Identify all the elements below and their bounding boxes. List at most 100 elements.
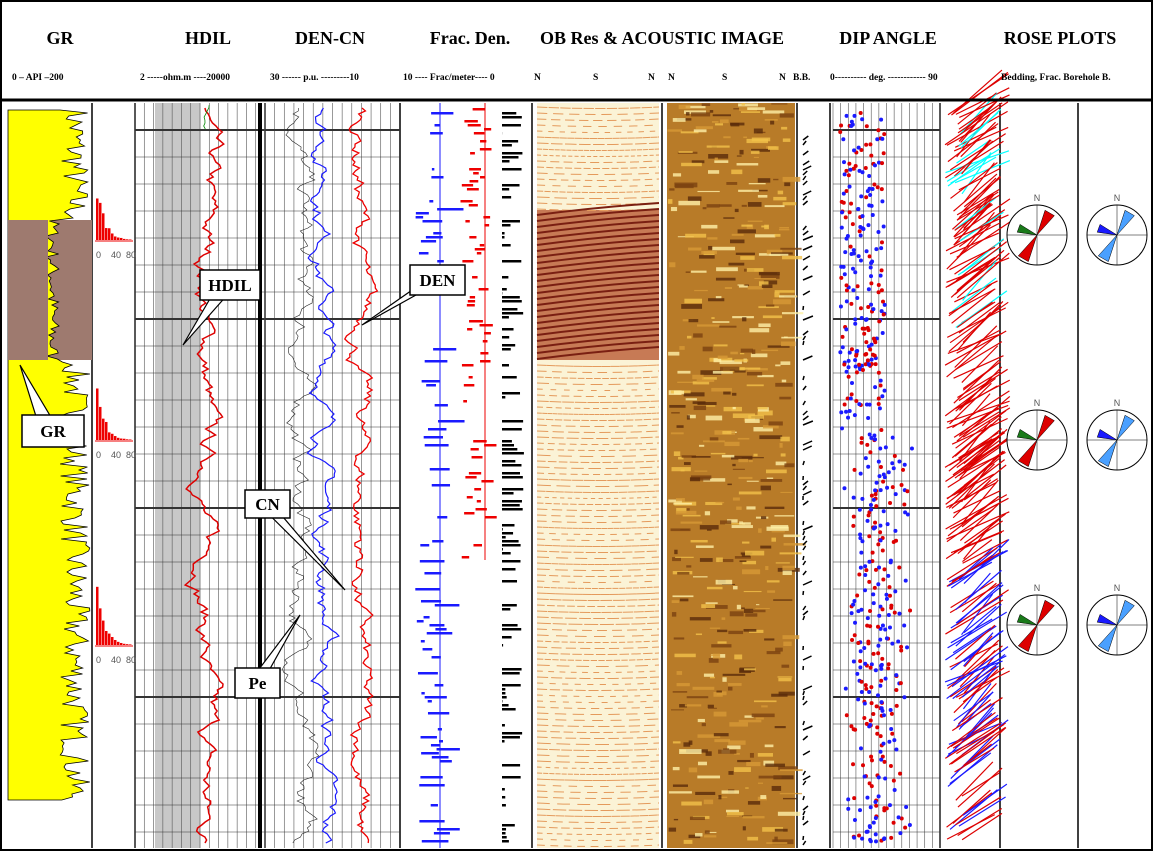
frac-spike: [465, 220, 469, 223]
dip-dot: [887, 662, 891, 666]
dip-dot: [908, 823, 912, 827]
frac-spike: [502, 336, 509, 339]
dip-dot: [880, 394, 884, 398]
acoustic-texture: [783, 202, 797, 205]
bb-tick: [803, 816, 804, 820]
frac-spike: [477, 500, 481, 503]
frac-spike: [480, 148, 492, 151]
frac-spike: [502, 608, 510, 611]
frac-spike: [421, 240, 436, 243]
dip-dot: [879, 274, 883, 278]
acoustic-texture: [737, 760, 750, 762]
dip-dot: [899, 645, 903, 649]
acoustic-texture: [780, 492, 792, 493]
dip-dot: [855, 672, 859, 676]
frac-spike: [418, 672, 438, 675]
acoustic-texture: [732, 393, 736, 396]
dip-dot: [905, 645, 909, 649]
dip-dot: [842, 160, 846, 164]
acoustic-texture: [714, 160, 728, 163]
dip-dot: [899, 648, 903, 652]
dip-dot: [871, 551, 875, 555]
acoustic-texture: [702, 103, 711, 106]
acoustic-texture: [674, 183, 697, 188]
rose-north: N: [1034, 193, 1041, 203]
frac-spike: [467, 496, 473, 499]
acoustic-texture: [681, 802, 702, 806]
frac-spike: [425, 696, 447, 699]
dip-dot: [880, 309, 884, 313]
histogram-bar: [117, 642, 120, 645]
bb-tick: [803, 341, 804, 345]
acoustic-texture: [687, 696, 709, 698]
frac-spike: [469, 472, 481, 475]
frac-spike: [473, 108, 485, 111]
acoustic-texture: [763, 315, 782, 318]
acoustic-texture: [744, 668, 756, 670]
dip-dot: [859, 551, 863, 555]
frac-spike: [415, 588, 440, 591]
frac-spike: [474, 132, 484, 135]
dip-dot: [875, 704, 879, 708]
dip-dot: [892, 466, 896, 470]
dip-dot: [858, 659, 862, 663]
acoustic-texture: [668, 199, 672, 204]
dip-dot: [866, 519, 870, 523]
dip-dot: [868, 254, 872, 258]
dip-dot: [845, 114, 849, 118]
dip-dot: [860, 690, 864, 694]
acoustic-texture: [772, 531, 785, 532]
frac-spike: [435, 604, 460, 607]
dip-dot: [850, 392, 854, 396]
dip-dot: [848, 351, 852, 355]
acoustic-texture: [748, 286, 763, 289]
acoustic-texture: [674, 550, 677, 554]
acoustic-texture: [683, 742, 690, 746]
dip-dot: [866, 616, 870, 620]
dip-dot: [896, 640, 900, 644]
frac-spike: [432, 168, 434, 171]
frac-spike: [502, 344, 515, 347]
frac-spike: [419, 784, 444, 787]
frac-spike: [502, 540, 519, 543]
dip-dot: [882, 224, 886, 228]
dip-dot: [850, 381, 854, 385]
frac-spike: [502, 740, 505, 743]
acoustic-texture: [714, 344, 728, 346]
frac-spike: [425, 444, 449, 447]
acoustic-texture: [703, 207, 707, 209]
acoustic-texture: [780, 113, 794, 117]
acoustic-texture: [741, 225, 752, 227]
dip-dot: [839, 305, 843, 309]
frac-spike: [502, 500, 522, 503]
acoustic-texture: [696, 633, 702, 635]
dip-dot: [882, 713, 886, 717]
dip-dot: [880, 137, 884, 141]
dip-dot: [893, 788, 897, 792]
acoustic-texture: [727, 812, 744, 815]
acoustic-texture: [729, 722, 748, 726]
acoustic-texture: [710, 110, 713, 113]
dip-dot: [853, 317, 857, 321]
acoustic-texture: [704, 835, 716, 837]
frac-spike: [431, 112, 453, 115]
frac-spike: [469, 376, 473, 379]
dip-dot: [885, 636, 889, 640]
acoustic-texture: [724, 442, 739, 446]
frac-spike: [435, 684, 444, 687]
frac-spike: [430, 132, 443, 135]
dip-dot: [866, 358, 870, 362]
dip-dot: [852, 515, 856, 519]
frac-spike: [502, 684, 521, 687]
dip-dot: [881, 331, 885, 335]
acoustic-texture: [775, 290, 795, 293]
dip-dot: [880, 187, 884, 191]
dip-dot: [870, 358, 874, 362]
dip-dot: [897, 815, 901, 819]
dip-dot: [889, 606, 893, 610]
acoustic-texture: [686, 398, 697, 400]
acoustic-texture: [707, 529, 712, 531]
dip-dot: [855, 349, 859, 353]
frac-spike: [425, 360, 448, 363]
dip-dot: [888, 626, 892, 630]
